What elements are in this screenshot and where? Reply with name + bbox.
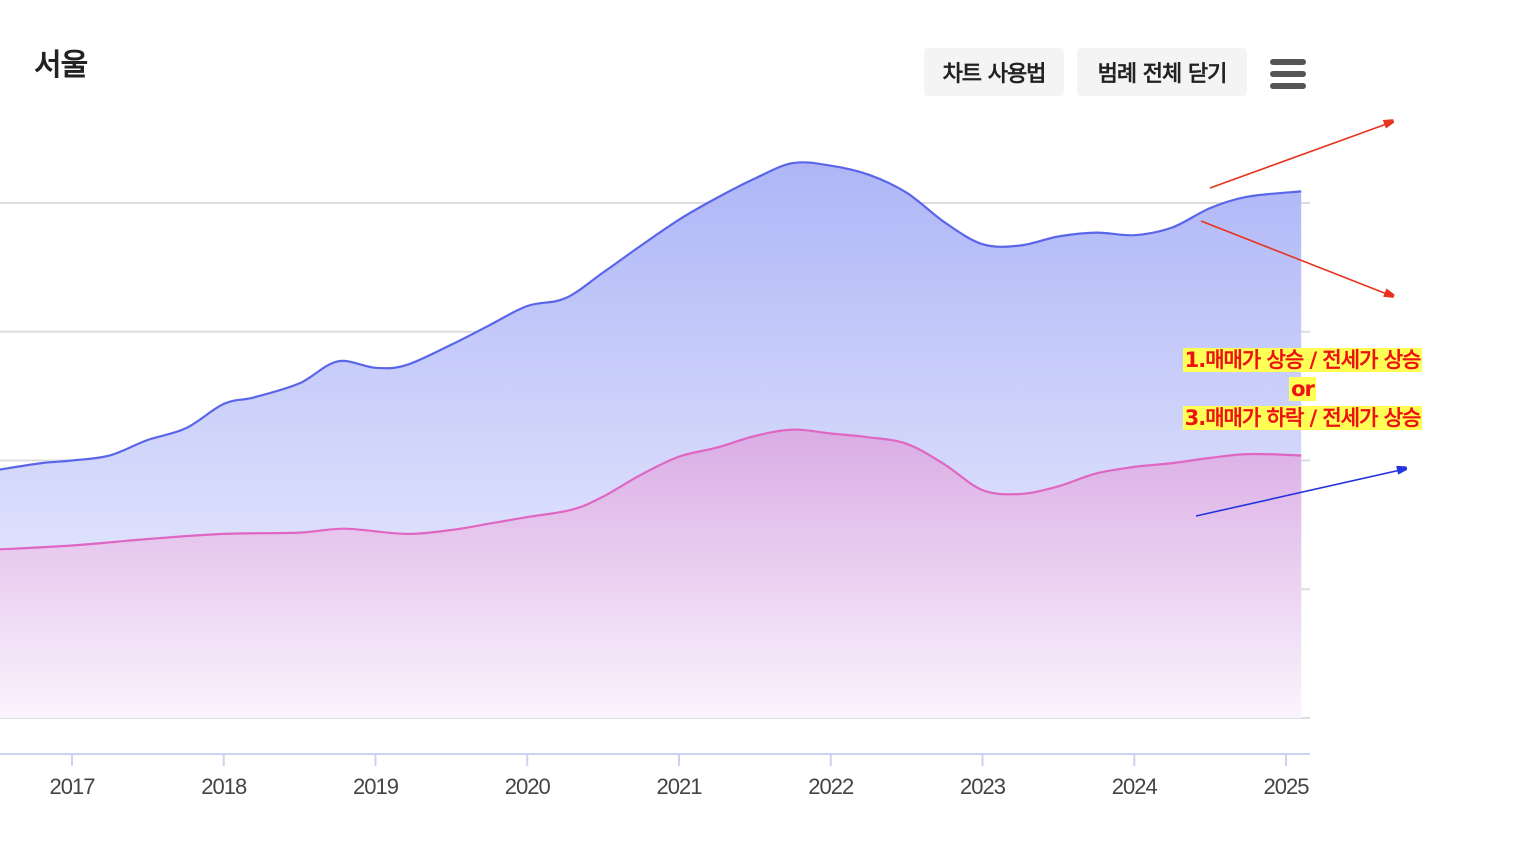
x-tick-label: 2019: [353, 774, 399, 799]
x-tick-label: 2018: [201, 774, 247, 799]
annotation-line-2: or: [1289, 377, 1316, 401]
series-areas: [0, 161, 1302, 719]
x-tick-label: 2024: [1112, 774, 1158, 799]
annotation-line-3: 3.매매가 하락 / 전세가 상승: [1182, 406, 1423, 430]
x-tick-label: 2025: [1264, 774, 1310, 799]
x-axis: 2017 2018 2019 2020 2021 2022 2023 2024 2025: [0, 753, 1310, 799]
annotation-line-1: 1.매매가 상승 / 전세가 상승: [1182, 348, 1423, 372]
x-tick-label: 2017: [50, 774, 96, 799]
annotation-arrows: [1195, 122, 1405, 517]
close-all-legend-button[interactable]: 범례 전체 닫기: [1077, 48, 1247, 96]
x-tick-label: 2023: [960, 774, 1006, 799]
menu-bar: [1270, 83, 1306, 89]
hamburger-menu-icon[interactable]: [1268, 59, 1308, 89]
chart-how-to-button[interactable]: 차트 사용법: [924, 48, 1064, 96]
area-fill-jeonse-price: [0, 429, 1302, 718]
x-tick-label: 2020: [505, 774, 551, 799]
x-tick-label: 2022: [808, 774, 854, 799]
blue-up-arrow: [1195, 469, 1405, 517]
red-up-arrow: [1209, 122, 1392, 189]
x-tick-label: 2021: [657, 774, 703, 799]
red-down-arrow: [1200, 220, 1392, 296]
chart-title: 서울: [34, 48, 88, 83]
menu-bar: [1270, 59, 1306, 65]
menu-bar: [1270, 71, 1306, 77]
annotation-text: 1.매매가 상승 / 전세가 상승 or 3.매매가 하락 / 전세가 상승: [1150, 346, 1455, 433]
series-line-sale-price: [0, 161, 1302, 471]
series-line-jeonse-price: [0, 428, 1302, 551]
